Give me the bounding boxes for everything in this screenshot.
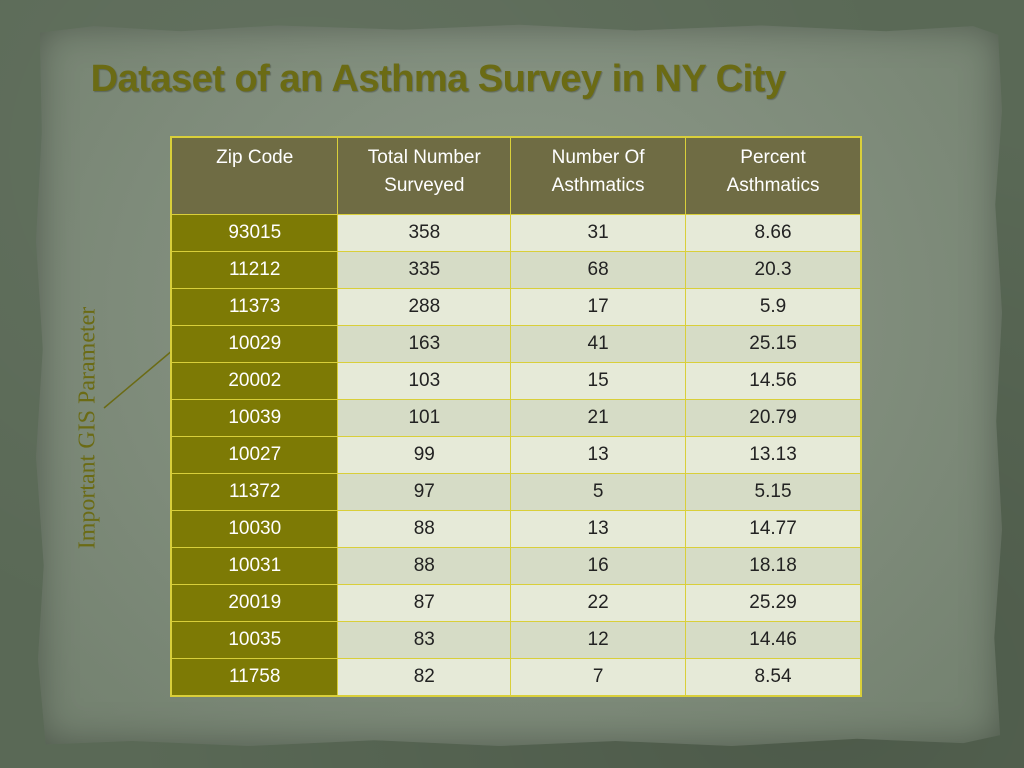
percent-cell: 13.13 — [685, 436, 862, 474]
zip-cell: 10035 — [170, 621, 339, 659]
surveyed-cell: 88 — [337, 510, 512, 548]
percent-cell: 20.79 — [685, 399, 862, 437]
table-row: 10029 163 41 25.15 — [170, 325, 862, 363]
table-row: 11212 335 68 20.3 — [170, 251, 862, 289]
asthmatics-cell: 12 — [510, 621, 687, 659]
percent-cell: 5.9 — [685, 288, 862, 326]
zip-cell: 10030 — [170, 510, 339, 548]
table-row: 11758 82 7 8.54 — [170, 658, 862, 697]
surveyed-cell: 82 — [337, 658, 512, 697]
table-row: 11373 288 17 5.9 — [170, 288, 862, 326]
zip-cell: 10031 — [170, 547, 339, 585]
side-label: Important GIS Parameter — [74, 306, 101, 550]
percent-cell: 14.77 — [685, 510, 862, 548]
table-row: 10030 88 13 14.77 — [170, 510, 862, 548]
asthmatics-cell: 31 — [510, 214, 687, 252]
surveyed-cell: 97 — [337, 473, 512, 511]
asthmatics-cell: 16 — [510, 547, 687, 585]
table-header-row: Zip Code Total Number Surveyed Number Of… — [170, 136, 862, 215]
asthmatics-cell: 13 — [510, 436, 687, 474]
zip-cell: 11373 — [170, 288, 339, 326]
surveyed-cell: 101 — [337, 399, 512, 437]
surveyed-cell: 103 — [337, 362, 512, 400]
asthmatics-cell: 15 — [510, 362, 687, 400]
header-total-surveyed: Total Number Surveyed — [337, 136, 512, 215]
zip-cell: 93015 — [170, 214, 339, 252]
table-row: 93015 358 31 8.66 — [170, 214, 862, 252]
asthmatics-cell: 21 — [510, 399, 687, 437]
header-number-asthmatics: Number Of Asthmatics — [510, 136, 687, 215]
asthmatics-cell: 13 — [510, 510, 687, 548]
zip-cell: 11212 — [170, 251, 339, 289]
asthmatics-cell: 41 — [510, 325, 687, 363]
zip-cell: 20002 — [170, 362, 339, 400]
zip-cell: 10029 — [170, 325, 339, 363]
zip-cell: 20019 — [170, 584, 339, 622]
table-row: 10027 99 13 13.13 — [170, 436, 862, 474]
asthma-table: Zip Code Total Number Surveyed Number Of… — [170, 136, 862, 697]
table-row: 10039 101 21 20.79 — [170, 399, 862, 437]
percent-cell: 5.15 — [685, 473, 862, 511]
table-row: 10035 83 12 14.46 — [170, 621, 862, 659]
asthmatics-cell: 22 — [510, 584, 687, 622]
percent-cell: 8.54 — [685, 658, 862, 697]
asthmatics-cell: 17 — [510, 288, 687, 326]
table-row: 20002 103 15 14.56 — [170, 362, 862, 400]
percent-cell: 25.15 — [685, 325, 862, 363]
surveyed-cell: 88 — [337, 547, 512, 585]
asthmatics-cell: 7 — [510, 658, 687, 697]
surveyed-cell: 335 — [337, 251, 512, 289]
asthmatics-cell: 68 — [510, 251, 687, 289]
table-row: 10031 88 16 18.18 — [170, 547, 862, 585]
percent-cell: 25.29 — [685, 584, 862, 622]
zip-cell: 11372 — [170, 473, 339, 511]
surveyed-cell: 87 — [337, 584, 512, 622]
header-zip-code: Zip Code — [170, 136, 339, 215]
surveyed-cell: 288 — [337, 288, 512, 326]
zip-cell: 11758 — [170, 658, 339, 697]
asthmatics-cell: 5 — [510, 473, 687, 511]
header-percent-asthmatics: Percent Asthmatics — [685, 136, 862, 215]
percent-cell: 18.18 — [685, 547, 862, 585]
surveyed-cell: 83 — [337, 621, 512, 659]
zip-cell: 10027 — [170, 436, 339, 474]
percent-cell: 14.56 — [685, 362, 862, 400]
percent-cell: 14.46 — [685, 621, 862, 659]
percent-cell: 20.3 — [685, 251, 862, 289]
zip-cell: 10039 — [170, 399, 339, 437]
slide-title: Dataset of an Asthma Survey in NY City — [90, 58, 786, 100]
surveyed-cell: 163 — [337, 325, 512, 363]
percent-cell: 8.66 — [685, 214, 862, 252]
surveyed-cell: 99 — [337, 436, 512, 474]
table-row: 11372 97 5 5.15 — [170, 473, 862, 511]
surveyed-cell: 358 — [337, 214, 512, 252]
table-row: 20019 87 22 25.29 — [170, 584, 862, 622]
